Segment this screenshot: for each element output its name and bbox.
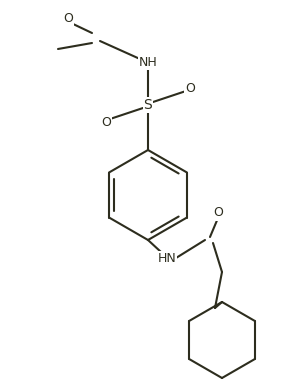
Text: O: O (101, 115, 111, 128)
Text: S: S (144, 98, 152, 112)
Text: O: O (63, 11, 73, 25)
Text: O: O (185, 82, 195, 94)
Text: NH: NH (139, 55, 157, 69)
Text: O: O (213, 206, 223, 220)
Text: HN: HN (158, 252, 176, 264)
